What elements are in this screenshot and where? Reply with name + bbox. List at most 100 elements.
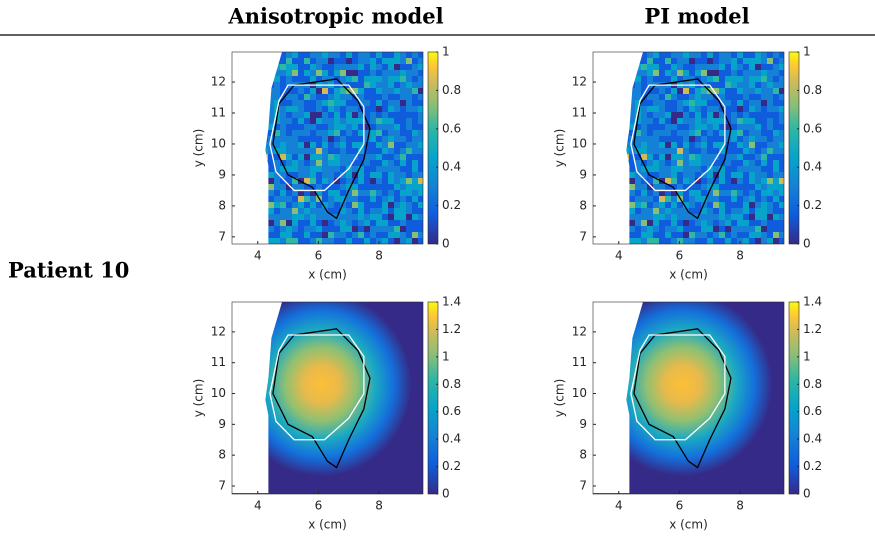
- heatmap-cell: [340, 238, 347, 244]
- heatmap-cell: [671, 232, 678, 239]
- heatmap-cell: [773, 124, 780, 131]
- heatmap-cell: [707, 70, 714, 77]
- heatmap-cell: [340, 100, 347, 107]
- heatmap-cell: [773, 226, 780, 233]
- heatmap-cell: [677, 160, 684, 167]
- heatmap-cell: [406, 184, 413, 191]
- heatmap-cell: [388, 160, 395, 167]
- heatmap-cell: [695, 160, 702, 167]
- heatmap-cell: [352, 112, 359, 119]
- heatmap-cell: [358, 142, 365, 149]
- heatmap-cell: [394, 64, 401, 71]
- heatmap-cell: [737, 190, 744, 197]
- heatmap-cell: [779, 238, 784, 244]
- heatmap-cell: [647, 52, 654, 59]
- heatmap-cell: [298, 208, 305, 215]
- heatmap-cell: [412, 172, 419, 179]
- heatmap-cell: [737, 226, 744, 233]
- heatmap-cell: [286, 154, 293, 161]
- heatmap-cell: [629, 166, 636, 173]
- heatmap-cell: [322, 52, 329, 59]
- heatmap-cell: [310, 220, 317, 227]
- heatmap-cell: [779, 226, 784, 233]
- heatmap-cell: [328, 154, 335, 161]
- heatmap-cell: [346, 184, 353, 191]
- heatmap-cell: [304, 70, 311, 77]
- heatmap-cell: [322, 166, 329, 173]
- mask: [232, 52, 283, 244]
- heatmap-cell: [653, 94, 660, 101]
- heatmap-cell: [647, 226, 654, 233]
- heatmap-cell: [779, 184, 784, 191]
- heatmap-cell: [677, 148, 684, 155]
- heatmap-cell: [400, 166, 407, 173]
- heatmap-cell: [713, 226, 720, 233]
- heatmap-cell: [635, 130, 642, 137]
- heatmap-cell: [665, 136, 672, 143]
- heatmap-cell: [346, 136, 353, 143]
- heatmap-cell: [406, 88, 413, 95]
- heatmap-cell: [671, 238, 678, 244]
- heatmap-cell: [659, 172, 666, 179]
- heatmap-cell: [310, 202, 317, 209]
- heatmap-cell: [749, 178, 756, 185]
- heatmap-cell: [647, 136, 654, 143]
- heatmap-cell: [779, 172, 784, 179]
- heatmap-cell: [725, 76, 732, 83]
- heatmap-cell: [280, 172, 287, 179]
- heatmap-cell: [767, 160, 774, 167]
- heatmap-cell: [418, 232, 423, 239]
- heatmap-cell: [677, 94, 684, 101]
- heatmap-cell: [292, 172, 299, 179]
- heatmap-cell: [400, 184, 407, 191]
- heatmap-cell: [352, 220, 359, 227]
- heatmap-cell: [406, 196, 413, 203]
- heatmap-cell: [635, 82, 642, 89]
- heatmap-cell: [635, 178, 642, 185]
- heatmap-cell: [346, 76, 353, 83]
- heatmap-cell: [358, 76, 365, 83]
- heatmap-cell: [707, 52, 714, 59]
- heatmap-cell: [382, 154, 389, 161]
- heatmap-cell: [653, 124, 660, 131]
- heatmap-cell: [346, 154, 353, 161]
- heatmap-cell: [304, 136, 311, 143]
- heatmap-cell: [719, 184, 726, 191]
- heatmap-cell: [418, 106, 423, 113]
- heatmap-cell: [761, 130, 768, 137]
- heatmap-cell: [761, 52, 768, 59]
- heatmap-cell: [695, 112, 702, 119]
- heatmap-cell: [689, 106, 696, 113]
- heatmap-cell: [412, 166, 419, 173]
- heatmap-cell: [653, 208, 660, 215]
- heatmap-cell: [382, 190, 389, 197]
- heatmap-cell: [641, 190, 648, 197]
- heatmap-cell: [370, 88, 377, 95]
- heatmap-cell: [370, 82, 377, 89]
- heatmap-cell: [406, 70, 413, 77]
- heatmap-cell: [370, 148, 377, 155]
- heatmap-cell: [683, 226, 690, 233]
- heatmap-cell: [280, 202, 287, 209]
- heatmap-cell: [310, 160, 317, 167]
- heatmap-cell: [725, 148, 732, 155]
- heatmap-cell: [707, 124, 714, 131]
- heatmap-cell: [352, 166, 359, 173]
- heatmap-cell: [382, 160, 389, 167]
- heatmap-cell: [659, 88, 666, 95]
- heatmap-cell: [671, 178, 678, 185]
- heatmap-cell: [773, 88, 780, 95]
- heatmap-cell: [671, 124, 678, 131]
- heatmap-cell: [671, 142, 678, 149]
- heatmap-cell: [418, 58, 423, 65]
- heatmap-cell: [394, 52, 401, 59]
- heatmap-cell: [653, 70, 660, 77]
- heatmap-cell: [779, 82, 784, 89]
- heatmap-cell: [388, 184, 395, 191]
- heatmap-cell: [689, 214, 696, 221]
- heatmap-cell: [767, 82, 774, 89]
- heatmap-cell: [773, 202, 780, 209]
- heatmap-cell: [749, 112, 756, 119]
- heatmap-cell: [364, 208, 371, 215]
